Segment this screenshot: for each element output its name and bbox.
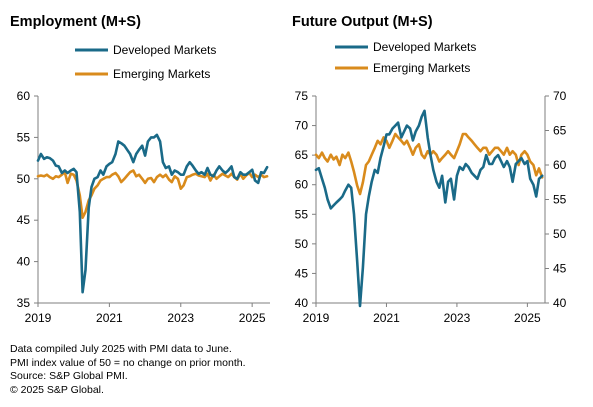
x-tick-label: 2021	[96, 311, 123, 325]
y-right-tick-label: 70	[553, 89, 567, 103]
x-tick-label: 2019	[303, 311, 330, 325]
employment-plot-area: 35 40 45 50 55 60 2019 2021 2023 2025	[17, 89, 270, 325]
footnote-data-compiled: Data compiled July 2025 with PMI data to…	[10, 343, 232, 355]
y-tick-label: 45	[295, 266, 309, 280]
footnotes: Data compiled July 2025 with PMI data to…	[10, 343, 246, 397]
y-tick-label: 60	[17, 89, 31, 103]
y-tick-label: 65	[295, 148, 309, 162]
y-right-tick-label: 60	[553, 158, 567, 172]
legend-emerging-label: Emerging Markets	[113, 67, 210, 81]
y-tick-label: 70	[295, 119, 309, 133]
y-right-tick-label: 50	[553, 227, 567, 241]
charts-svg: Employment (M+S) Developed Markets Emerg…	[10, 14, 567, 325]
legend-developed-label: Developed Markets	[373, 40, 476, 54]
x-tick-label: 2019	[25, 311, 52, 325]
y-tick-label: 50	[17, 172, 31, 186]
legend-emerging-label: Emerging Markets	[373, 61, 470, 75]
x-tick-label: 2023	[167, 311, 194, 325]
y-tick-label: 35	[17, 296, 31, 310]
y-tick-label: 40	[295, 296, 309, 310]
y-tick-label: 75	[295, 89, 309, 103]
employment-chart-title: Employment (M+S)	[10, 14, 141, 30]
x-tick-label: 2025	[239, 311, 266, 325]
footnote-source: Source: S&P Global PMI.	[10, 370, 128, 382]
developed-markets-line	[314, 109, 544, 308]
x-tick-label: 2023	[444, 311, 471, 325]
future-output-plot-area: 40 45 50 55 60 65 70 75 40 45 50 55 60 65 70 2019 2021 20…	[295, 89, 567, 325]
y-tick-label: 45	[17, 213, 31, 227]
emerging-markets-line	[36, 169, 269, 219]
y-right-tick-label: 45	[553, 262, 567, 276]
x-tick-label: 2025	[514, 311, 541, 325]
y-tick-label: 50	[295, 237, 309, 251]
footnote-copyright: © 2025 S&P Global.	[10, 383, 104, 396]
y-tick-label: 40	[17, 255, 31, 269]
y-tick-label: 55	[295, 207, 309, 221]
footnote-pmi-definition: PMI index value of 50 = no change on pri…	[10, 356, 246, 369]
y-right-tick-label: 40	[553, 296, 567, 310]
x-tick-label: 2021	[373, 311, 400, 325]
y-tick-label: 55	[17, 130, 31, 144]
developed-markets-line	[36, 133, 269, 294]
future-output-chart-title: Future Output (M+S)	[292, 14, 433, 30]
y-right-tick-label: 65	[553, 124, 567, 138]
legend-developed-label: Developed Markets	[113, 43, 216, 57]
y-right-tick-label: 55	[553, 193, 567, 207]
y-tick-label: 60	[295, 178, 309, 192]
